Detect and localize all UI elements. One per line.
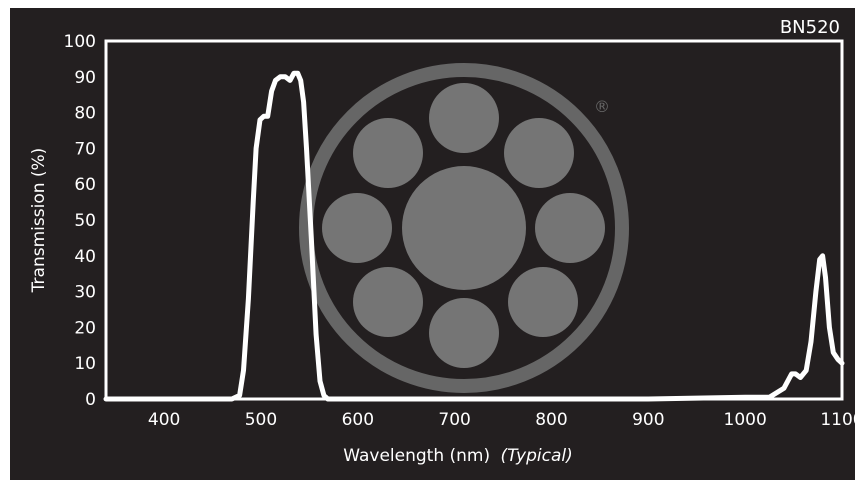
y-tick-label: 60 (74, 175, 96, 195)
y-tick-label: 100 (64, 32, 96, 52)
x-tick-label: 800 (535, 410, 567, 430)
y-tick-label: 0 (85, 390, 96, 410)
x-tick-label: 600 (342, 410, 374, 430)
y-tick-label: 30 (74, 283, 96, 303)
x-tick-label: 900 (632, 410, 664, 430)
x-tick-label: 700 (438, 410, 470, 430)
x-tick-label: 400 (148, 410, 180, 430)
y-tick-label: 10 (74, 354, 96, 374)
y-tick-label: 50 (74, 211, 96, 231)
x-tick-label: 1100 (820, 410, 863, 430)
x-tick-label: 500 (245, 410, 277, 430)
y-axis-label: Transmission (%) (29, 148, 49, 294)
chart-title: BN520 (780, 17, 840, 38)
svg-text:®: ® (594, 97, 610, 116)
y-axis: 0 10 20 30 40 50 60 70 80 90 100 (64, 32, 96, 410)
x-axis-label: Wavelength (nm) (Typical) (343, 446, 573, 466)
y-tick-label: 90 (74, 68, 96, 88)
y-tick-label: 20 (74, 318, 96, 338)
y-tick-label: 40 (74, 247, 96, 267)
x-axis-label-main: Wavelength (nm) (343, 446, 490, 466)
x-axis: 400 500 600 700 800 900 1000 1100 (148, 410, 864, 430)
transmission-curve (103, 70, 845, 402)
logo-watermark: ® (299, 63, 629, 393)
y-tick-label: 80 (74, 104, 96, 124)
x-tick-label: 1000 (724, 410, 767, 430)
y-tick-label: 70 (74, 139, 96, 159)
x-axis-label-suffix: (Typical) (501, 446, 573, 466)
